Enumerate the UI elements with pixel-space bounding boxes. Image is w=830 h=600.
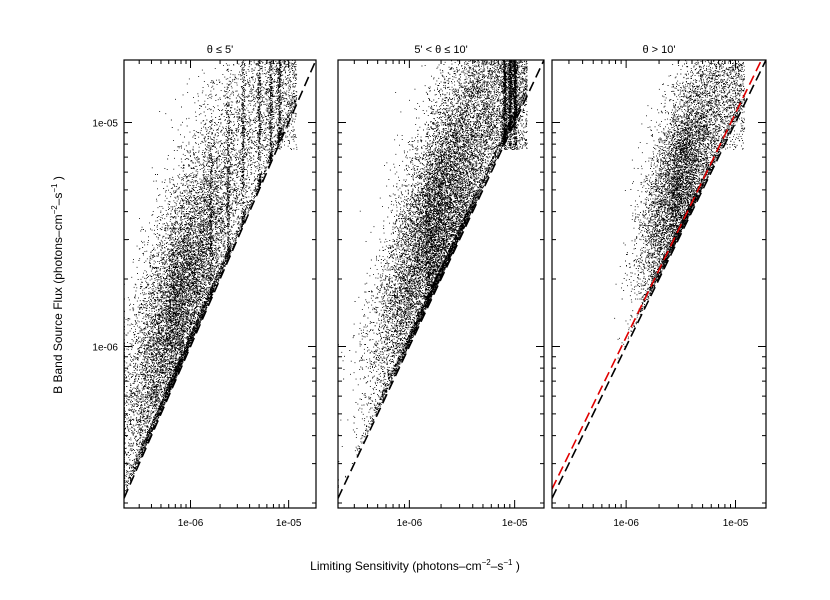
scatter-points-1 (124, 60, 298, 497)
panel-title-3: θ > 10' (643, 44, 676, 56)
panel-1: 1e-06 1e-05 1e-06 1e-05 θ ≤ 5' (92, 44, 317, 529)
x-tick-label: 1e-06 (397, 518, 423, 529)
x-tick-label: 1e-05 (723, 518, 749, 529)
panel-3: 1e-06 1e-05 θ > 10' (551, 44, 767, 529)
reference-line-1-1 (124, 60, 316, 499)
ticks-2 (338, 60, 544, 508)
panel-title-1: θ ≤ 5' (207, 44, 234, 56)
ticks-1 (124, 60, 316, 508)
x-tick-label: 1e-06 (178, 518, 204, 529)
y-tick-label: 1e-05 (92, 118, 118, 129)
x-tick-label: 1e-05 (276, 518, 302, 529)
panel-title-2: 5' < θ ≤ 10' (414, 44, 467, 56)
reference-line-3-1 (552, 60, 766, 499)
y-tick-label: 1e-06 (92, 342, 118, 353)
x-tick-label: 1e-06 (613, 518, 639, 529)
red-reference-line-3-2 (552, 60, 763, 490)
panel-2: 1e-06 1e-05 5' < θ ≤ 10' (337, 44, 545, 529)
reference-line-2-1 (338, 60, 544, 499)
x-axis-label: Limiting Sensitivity (photons–cm−2–s−1 ) (310, 558, 520, 573)
y-axis-label: B Band Source Flux (photons–cm−2–s−1 ) (50, 176, 65, 394)
x-tick-label: 1e-05 (502, 518, 528, 529)
scatter-points-2 (338, 60, 528, 488)
scatter-points-3 (614, 60, 746, 359)
ticks-3 (552, 60, 766, 508)
panels: 1e-06 1e-05 1e-06 1e-05 θ ≤ 5' 1e-06 1e-05 5' <… (92, 44, 767, 529)
